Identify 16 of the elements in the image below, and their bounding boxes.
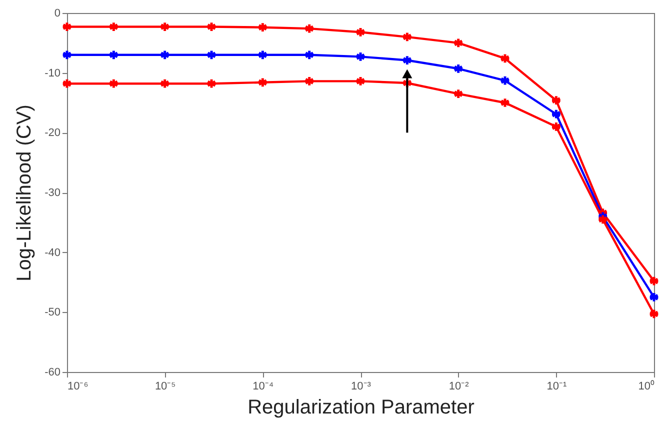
x-tick-label: 10⁻¹ bbox=[546, 380, 567, 392]
y-tick-label: -40 bbox=[44, 246, 60, 259]
y-tick-label: 0 bbox=[54, 8, 60, 20]
y-axis-title: Log-Likelihood (CV) bbox=[14, 104, 36, 282]
y-tick-label: -50 bbox=[44, 306, 60, 319]
y-tick-label: -30 bbox=[44, 187, 60, 199]
x-tick-label: 10⁻⁶ bbox=[68, 380, 88, 392]
x-tick-label: 10⁻³ bbox=[351, 380, 372, 392]
x-axis-title: Regularization Parameter bbox=[248, 396, 475, 418]
x-tick-label: 10⁻⁴ bbox=[252, 380, 274, 392]
x-tick-label: 10⁻² bbox=[448, 380, 470, 392]
x-tick-label: 10⁻⁵ bbox=[154, 380, 176, 392]
x-tick-label: 10⁰ bbox=[638, 380, 654, 392]
y-tick-label: -10 bbox=[44, 67, 60, 80]
y-tick-label: -20 bbox=[44, 127, 60, 140]
y-tick-label: -60 bbox=[44, 366, 60, 378]
